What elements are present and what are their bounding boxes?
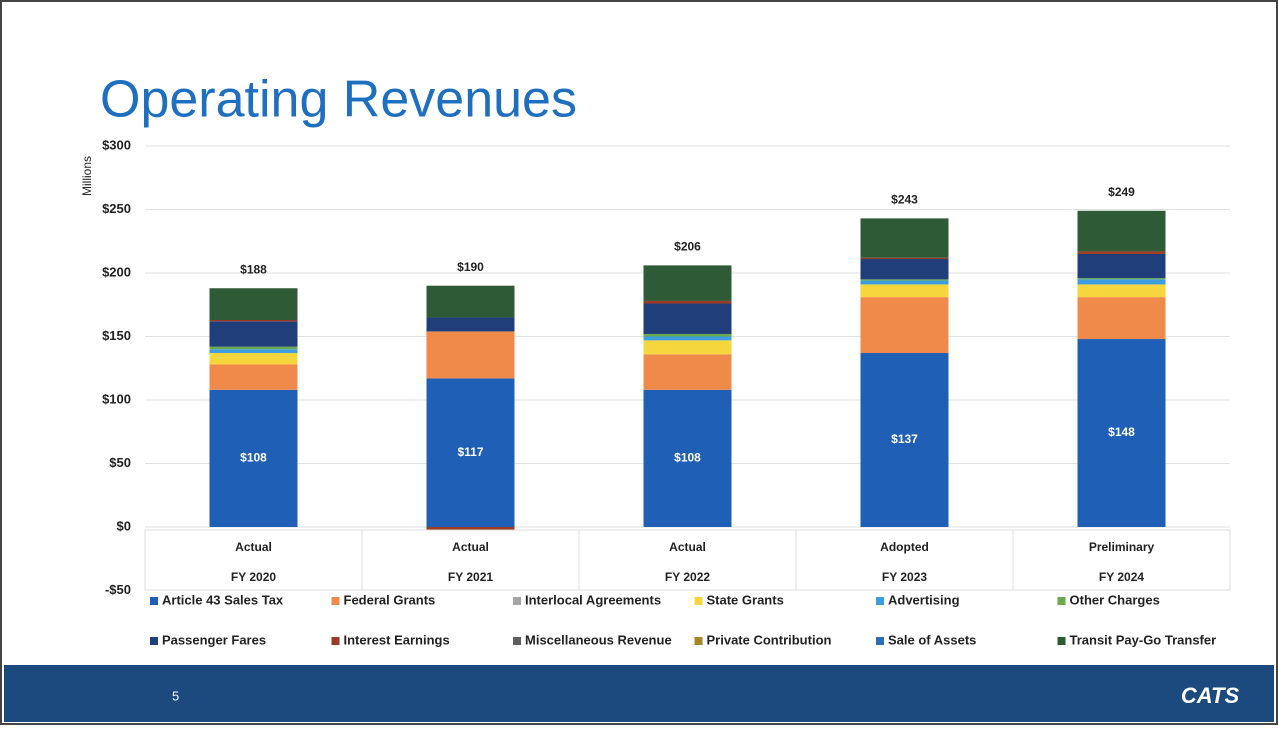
chart-title: Operating Revenues bbox=[100, 71, 577, 129]
total-label: $249 bbox=[1108, 185, 1135, 199]
bar-segment bbox=[209, 288, 298, 320]
bar-segment bbox=[1077, 278, 1166, 280]
data-label: $137 bbox=[891, 432, 918, 446]
y-tick-label: -$50 bbox=[105, 582, 131, 597]
x-tick-label: Actual bbox=[452, 540, 489, 554]
bar-segment bbox=[209, 389, 298, 527]
x-tick-label: Adopted bbox=[880, 540, 929, 554]
bar-segment bbox=[643, 265, 732, 301]
bar-segment bbox=[209, 319, 298, 322]
y-tick-label: $200 bbox=[102, 264, 131, 279]
x-tick-label: FY 2022 bbox=[665, 570, 710, 584]
x-tick-label: FY 2024 bbox=[1099, 570, 1144, 584]
total-label: $190 bbox=[457, 260, 484, 274]
bar-segment bbox=[426, 527, 515, 530]
page-number: 5 bbox=[172, 688, 179, 703]
total-label: $188 bbox=[240, 262, 267, 276]
bar-segment bbox=[1077, 279, 1166, 285]
bar-segment bbox=[1077, 339, 1166, 527]
bar-segment bbox=[426, 285, 515, 318]
bar-segment bbox=[860, 257, 949, 260]
legend-label: Miscellaneous Revenue bbox=[525, 632, 672, 647]
legend-label: Passenger Fares bbox=[162, 632, 266, 647]
bar-segment bbox=[643, 333, 732, 337]
bar-segment bbox=[1077, 251, 1166, 254]
x-tick-label: Actual bbox=[235, 540, 272, 554]
legend-swatch bbox=[1057, 637, 1066, 645]
bar-segment bbox=[860, 259, 949, 280]
bar-segment bbox=[209, 353, 298, 365]
logo: CATS bbox=[1181, 683, 1240, 708]
footer-bar bbox=[4, 665, 1274, 722]
legend-label: Sale of Assets bbox=[888, 632, 976, 647]
total-label: $206 bbox=[674, 240, 701, 254]
bar-segment bbox=[860, 279, 949, 281]
legend-label: Interlocal Agreements bbox=[525, 592, 661, 607]
legend-swatch bbox=[513, 637, 521, 645]
legend-swatch bbox=[1057, 597, 1066, 605]
y-tick-label: $50 bbox=[109, 455, 131, 470]
bar-segment bbox=[1077, 284, 1166, 298]
category-box bbox=[144, 529, 1231, 591]
bar-segment bbox=[860, 353, 949, 527]
bar-segment bbox=[1077, 253, 1166, 279]
bar-segment bbox=[860, 280, 949, 285]
legend-label: Other Charges bbox=[1070, 592, 1160, 607]
bar-segment bbox=[643, 340, 732, 355]
x-tick-label: Preliminary bbox=[1089, 540, 1155, 554]
y-axis-label: Millions bbox=[80, 156, 94, 196]
data-label: $117 bbox=[457, 445, 483, 459]
x-tick-label: FY 2020 bbox=[231, 570, 276, 584]
bar-segment bbox=[860, 218, 949, 258]
legend-label: Federal Grants bbox=[344, 592, 436, 607]
data-label: $148 bbox=[1108, 425, 1135, 439]
x-tick-label: FY 2021 bbox=[448, 570, 493, 584]
legend-label: Interest Earnings bbox=[344, 632, 450, 647]
legend-swatch bbox=[876, 637, 884, 645]
legend-label: State Grants bbox=[707, 592, 784, 607]
y-tick-label: $100 bbox=[102, 391, 131, 406]
bar-segment bbox=[643, 336, 732, 341]
bar-segment bbox=[643, 303, 732, 334]
x-tick-label: Actual bbox=[669, 540, 706, 554]
legend-swatch bbox=[331, 637, 340, 645]
bar-segment bbox=[860, 284, 949, 298]
legend-swatch bbox=[694, 637, 703, 645]
bar-segment bbox=[426, 317, 515, 332]
legend-swatch bbox=[876, 597, 884, 605]
bar-segment bbox=[426, 331, 515, 379]
bar-segment bbox=[1077, 297, 1166, 340]
bar-segment bbox=[643, 300, 732, 304]
total-label: $243 bbox=[891, 193, 918, 207]
legend-swatch bbox=[150, 597, 158, 605]
bar-segment bbox=[209, 346, 298, 350]
bar-segment bbox=[643, 354, 732, 390]
legend-label: Transit Pay-Go Transfer bbox=[1070, 632, 1217, 647]
bar-segment bbox=[209, 349, 298, 354]
x-tick-label: FY 2023 bbox=[882, 570, 927, 584]
bar-segment bbox=[643, 389, 732, 527]
bar-segment bbox=[209, 321, 298, 347]
bar-segment bbox=[426, 378, 515, 527]
legend-label: Advertising bbox=[888, 592, 960, 607]
y-tick-label: $300 bbox=[102, 137, 131, 152]
y-tick-label: $250 bbox=[102, 201, 131, 216]
legend-swatch bbox=[331, 597, 340, 605]
legend-swatch bbox=[694, 597, 703, 605]
legend-label: Article 43 Sales Tax bbox=[162, 592, 284, 607]
legend-swatch bbox=[513, 597, 521, 605]
bar-segment bbox=[209, 364, 298, 390]
data-label: $108 bbox=[674, 451, 701, 465]
data-label: $108 bbox=[240, 451, 267, 465]
y-tick-label: $150 bbox=[102, 328, 131, 343]
bar-segment bbox=[860, 297, 949, 354]
legend-label: Private Contribution bbox=[707, 632, 832, 647]
y-tick-label: $0 bbox=[117, 518, 131, 533]
bar-segment bbox=[1077, 210, 1166, 252]
legend-swatch bbox=[150, 637, 158, 645]
